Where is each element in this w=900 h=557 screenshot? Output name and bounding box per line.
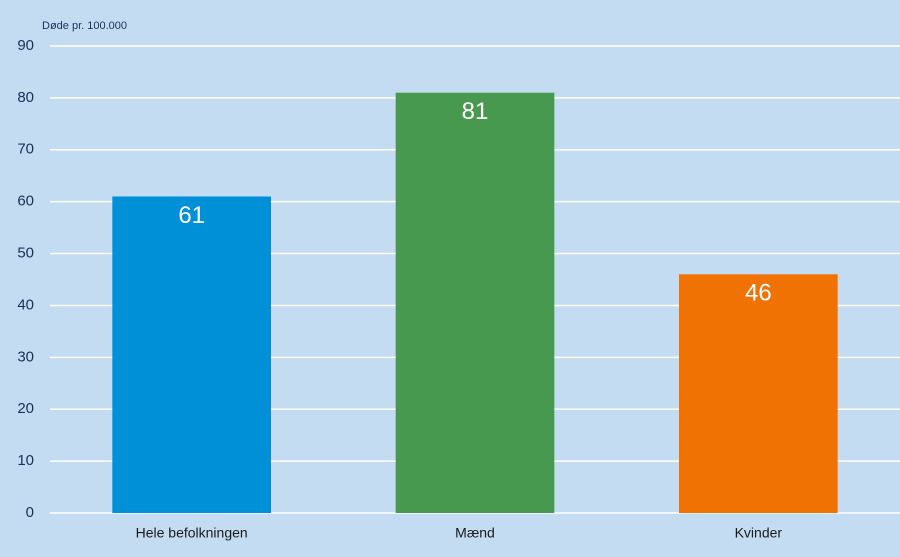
value-label: 81 [462, 98, 489, 125]
y-tick-label: 20 [17, 400, 34, 417]
x-tick-label: Kvinder [735, 525, 783, 541]
y-tick-label: 90 [17, 37, 34, 54]
y-tick-label: 0 [26, 504, 34, 521]
y-tick-label: 30 [17, 348, 34, 365]
y-tick-label: 60 [17, 193, 34, 210]
x-tick-label: Hele befolkningen [136, 525, 248, 541]
y-tick-label: 50 [17, 245, 34, 262]
value-label: 46 [745, 280, 772, 307]
y-axis-label: Døde pr. 100.000 [42, 20, 127, 32]
bar [112, 196, 271, 513]
value-label: 61 [178, 202, 205, 229]
y-tick-label: 80 [17, 89, 34, 106]
y-tick-label: 70 [17, 141, 34, 158]
y-tick-label: 40 [17, 296, 34, 313]
y-tick-label: 10 [17, 452, 34, 469]
x-tick-label: Mænd [455, 525, 495, 541]
bar [395, 92, 555, 513]
bar [679, 274, 838, 513]
